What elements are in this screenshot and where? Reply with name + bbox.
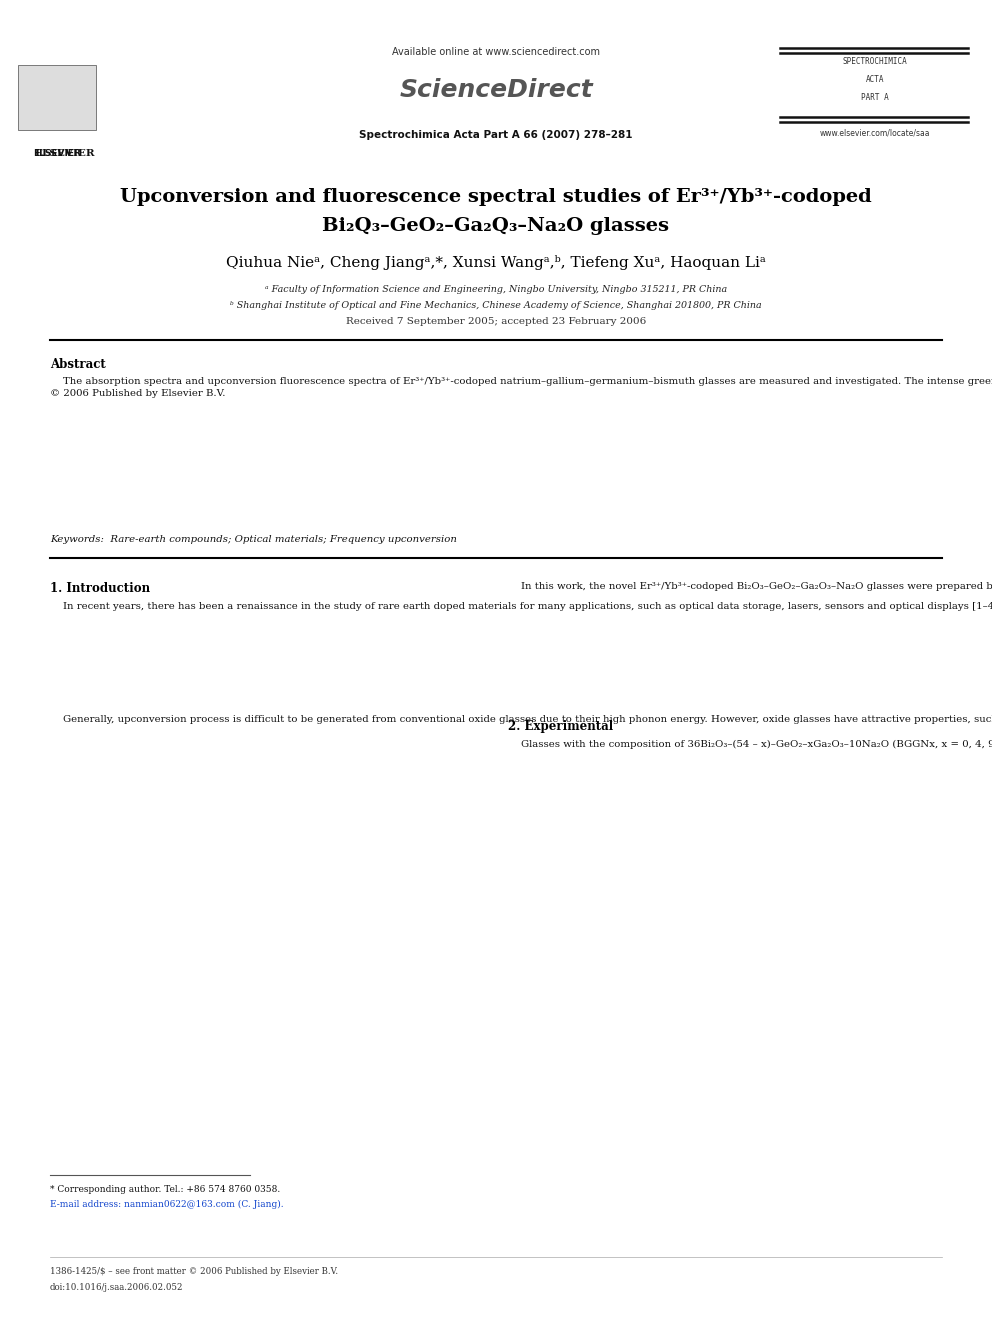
Text: 1386-1425/$ – see front matter © 2006 Published by Elsevier B.V.: 1386-1425/$ – see front matter © 2006 Pu… (50, 1267, 338, 1275)
Text: ᵃ Faculty of Information Science and Engineering, Ningbo University, Ningbo 3152: ᵃ Faculty of Information Science and Eng… (265, 286, 727, 295)
Text: ScienceDirect: ScienceDirect (399, 78, 593, 102)
Text: SPECTROCHIMICA: SPECTROCHIMICA (842, 57, 908, 66)
Text: Keywords:  Rare-earth compounds; Optical materials; Frequency upconversion: Keywords: Rare-earth compounds; Optical … (50, 534, 457, 544)
Text: ELSEVIER: ELSEVIER (35, 148, 95, 157)
Text: In this work, the novel Er³⁺/Yb³⁺-codoped Bi₂O₃–GeO₂–Ga₂O₃–Na₂O glasses were pre: In this work, the novel Er³⁺/Yb³⁺-codope… (508, 582, 992, 591)
Text: PART A: PART A (861, 94, 889, 102)
Text: The absorption spectra and upconversion fluorescence spectra of Er³⁺/Yb³⁺-codope: The absorption spectra and upconversion … (50, 377, 992, 398)
Text: doi:10.1016/j.saa.2006.02.052: doi:10.1016/j.saa.2006.02.052 (50, 1283, 184, 1293)
Text: www.elsevier.com/locate/saa: www.elsevier.com/locate/saa (819, 128, 930, 138)
Text: Spectrochimica Acta Part A 66 (2007) 278–281: Spectrochimica Acta Part A 66 (2007) 278… (359, 130, 633, 140)
Text: Glasses with the composition of 36Bi₂O₃–(54 – x)–GeO₂–xGa₂O₃–10Na₂O (BGGNx, x = : Glasses with the composition of 36Bi₂O₃–… (508, 740, 992, 749)
Text: Available online at www.sciencedirect.com: Available online at www.sciencedirect.co… (392, 48, 600, 57)
Text: * Corresponding author. Tel.: +86 574 8760 0358.: * Corresponding author. Tel.: +86 574 87… (50, 1185, 281, 1193)
Text: 2. Experimental: 2. Experimental (508, 720, 613, 733)
Text: ACTA: ACTA (866, 75, 884, 85)
Text: Generally, upconversion process is difficult to be generated from conventional o: Generally, upconversion process is diffi… (50, 714, 992, 724)
Text: 1. Introduction: 1. Introduction (50, 582, 150, 595)
Text: Received 7 September 2005; accepted 23 February 2006: Received 7 September 2005; accepted 23 F… (346, 316, 646, 325)
Bar (18, 65, 96, 130)
Text: Bi₂Q₃–GeO₂–Ga₂Q₃–Na₂O glasses: Bi₂Q₃–GeO₂–Ga₂Q₃–Na₂O glasses (322, 217, 670, 235)
Text: Upconversion and fluorescence spectral studies of Er³⁺/Yb³⁺-codoped: Upconversion and fluorescence spectral s… (120, 188, 872, 206)
Text: ᵇ Shanghai Institute of Optical and Fine Mechanics, Chinese Academy of Science, : ᵇ Shanghai Institute of Optical and Fine… (230, 300, 762, 310)
Text: Qiuhua Nieᵃ, Cheng Jiangᵃ,*, Xunsi Wangᵃ,ᵇ, Tiefeng Xuᵃ, Haoquan Liᵃ: Qiuhua Nieᵃ, Cheng Jiangᵃ,*, Xunsi Wangᵃ… (226, 255, 766, 270)
Text: E-mail address: nanmian0622@163.com (C. Jiang).: E-mail address: nanmian0622@163.com (C. … (50, 1200, 284, 1209)
Text: In recent years, there has been a renaissance in the study of rare earth doped m: In recent years, there has been a renais… (50, 602, 992, 611)
Text: Abstract: Abstract (50, 359, 106, 370)
Text: ELSEVIER: ELSEVIER (33, 148, 81, 157)
